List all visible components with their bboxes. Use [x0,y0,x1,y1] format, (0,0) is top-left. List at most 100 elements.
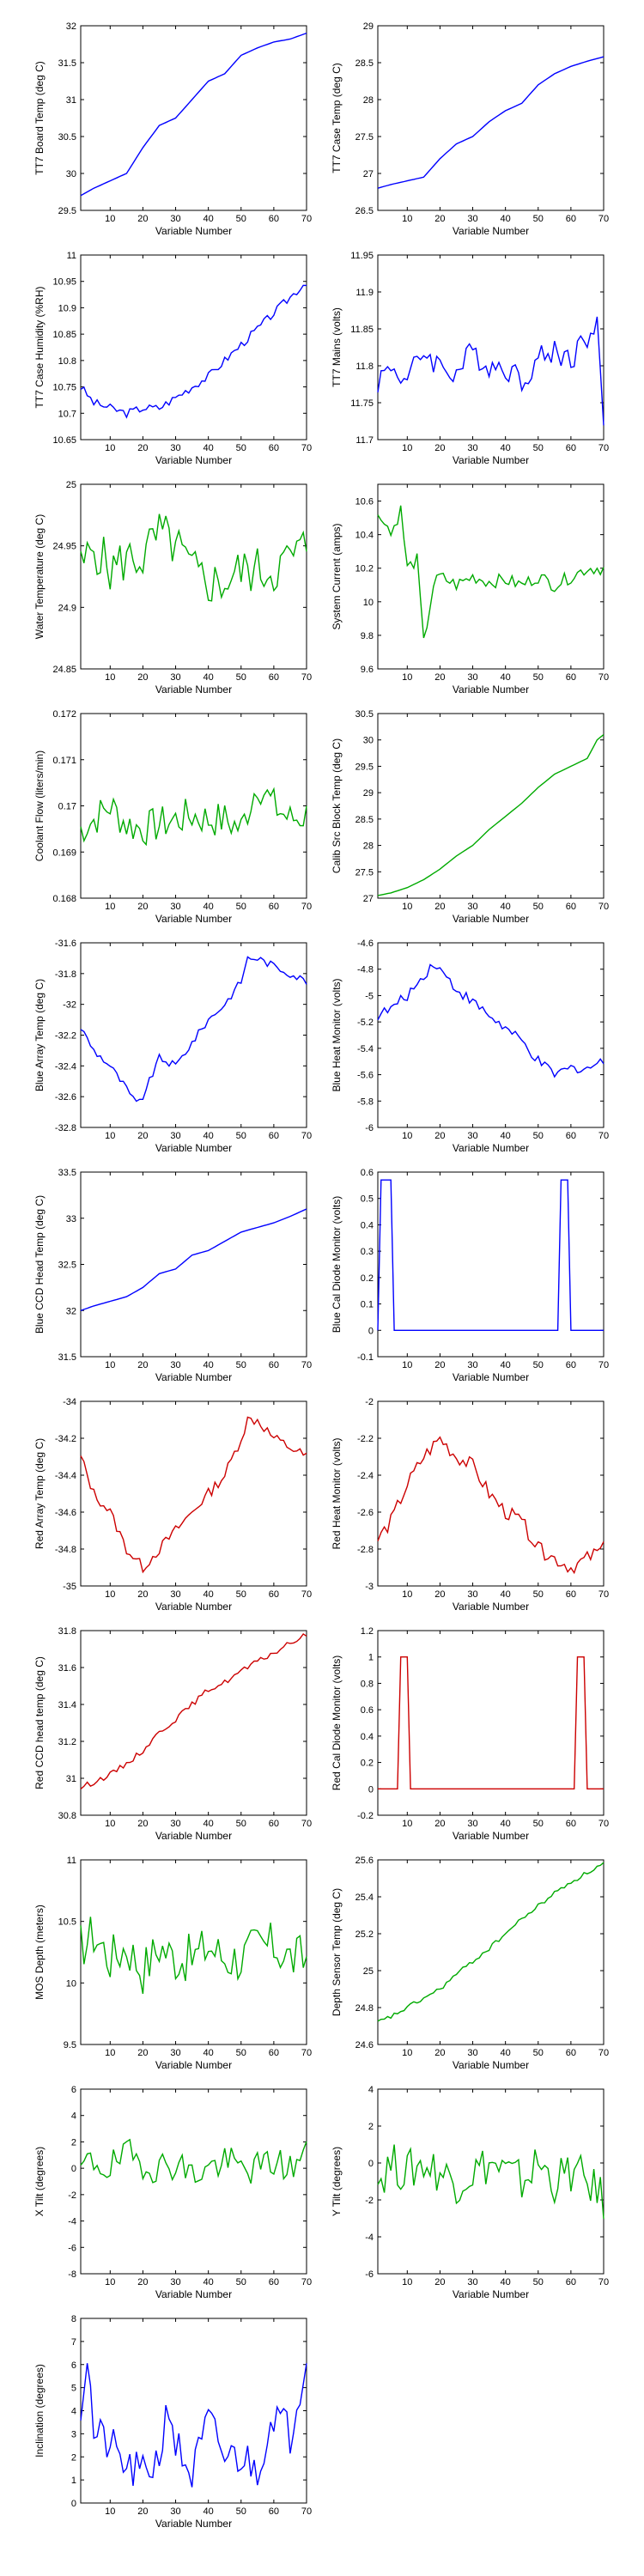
y-tick-label: 27 [363,894,374,904]
y-tick-label: 0 [71,2499,76,2509]
y-axis-label: TT7 Case Humidity (%RH) [33,286,46,408]
x-tick-label: 40 [204,672,214,683]
x-tick-label: 20 [434,1360,445,1370]
chart-panel-6: 10 20 30 40 50 60 70 9.6 9.8 10 10.2 10.4 10.6 Variab… [331,483,609,696]
x-axis-label: Variable Number [453,1830,529,1842]
x-tick-label: 60 [566,443,576,453]
x-tick-label: 10 [402,902,412,912]
x-tick-label: 70 [301,2506,312,2517]
x-tick-label: 20 [434,1589,445,1600]
y-tick-label: 10.65 [52,435,76,446]
y-tick-label: -2.8 [357,1545,374,1555]
y-axis-label: Blue Cal Diode Monitor (volts) [331,1196,343,1333]
y-tick-label: -4.6 [357,939,374,949]
x-tick-label: 50 [236,672,246,683]
x-tick-label: 40 [501,1131,511,1141]
y-tick-label: 1 [368,1653,374,1663]
y-tick-label: 0 [368,1326,374,1336]
chart-panel-16: 10 20 30 40 50 60 70 -0.2 0 0.2 0.4 0.6 0.8 1 1.2 Varia… [331,1626,609,1842]
y-tick-label: 27.5 [355,867,374,878]
y-tick-label: -32.4 [55,1061,76,1072]
x-tick-label: 20 [137,2506,148,2517]
x-tick-label: 10 [105,214,115,224]
series-line [377,1862,605,2022]
x-axis-label: Variable Number [453,1371,529,1383]
y-axis-label: TT7 Case Temp (deg C) [331,63,343,173]
x-tick-label: 40 [204,1360,214,1370]
x-axis-label: Variable Number [155,2518,232,2530]
x-tick-label: 60 [269,672,279,683]
x-tick-label: 10 [105,1589,115,1600]
y-tick-label: -2.2 [357,1434,374,1444]
x-tick-label: 70 [301,443,312,453]
x-tick-label: 20 [434,1131,445,1141]
y-tick-label: -2 [365,2196,374,2206]
y-tick-label: -35 [63,1582,76,1592]
y-tick-label: 0.4 [361,1220,374,1230]
x-tick-label: 10 [402,1819,412,1829]
plot-frame [80,254,307,440]
y-tick-label: 31.5 [58,1352,76,1363]
y-tick-label: 4 [368,2085,374,2095]
x-tick-label: 70 [301,1131,312,1141]
x-tick-label: 40 [204,443,214,453]
y-tick-label: 30.8 [58,1811,76,1821]
y-tick-label: 27.5 [355,132,374,143]
y-tick-label: -4 [68,2217,76,2227]
y-tick-label: 11.8 [355,361,374,372]
x-tick-label: 50 [236,443,246,453]
y-tick-label: 32 [66,1306,76,1316]
plot-frame [80,1630,307,1816]
y-tick-label: 10.4 [355,531,374,541]
y-tick-label: 31 [66,1774,76,1784]
chart-panel-17: 10 20 30 40 50 60 70 9.5 10 10.5 11 Variable Number… [33,1856,312,2071]
y-tick-label: 10.2 [355,564,374,574]
y-tick-label: 10.95 [52,277,76,288]
y-tick-label: 1.2 [361,1626,374,1637]
x-tick-label: 20 [137,2048,148,2058]
plot-frame [377,1630,605,1816]
y-tick-label: 10.5 [58,1917,76,1928]
series-line [377,734,605,896]
x-tick-label: 40 [501,672,511,683]
y-tick-label: 0.8 [361,1679,374,1689]
y-tick-label: 9.8 [361,631,374,641]
y-tick-label: 6 [71,2085,76,2095]
x-tick-label: 10 [402,2277,412,2287]
series-line [80,1416,307,1574]
y-tick-label: 25 [363,1966,374,1977]
plot-frame [377,1859,605,2045]
x-tick-label: 70 [598,1819,609,1829]
y-tick-label: 24.95 [52,542,76,552]
y-tick-label: 10.7 [58,409,76,419]
plot-frame [80,483,307,670]
chart-panel-15: 10 20 30 40 50 60 70 30.8 31 31.2 31.4 31.6 31.8 Vari… [33,1626,312,1842]
x-tick-label: 60 [566,1131,576,1141]
y-tick-label: 6 [71,2360,76,2371]
x-tick-label: 60 [566,2048,576,2058]
chart-panel-3: 10 20 30 40 50 60 70 10.65 10.7 10.75 10.8 10.85 10.… [33,251,312,466]
y-tick-label: -34.4 [55,1471,76,1481]
y-tick-label: -6 [365,2269,374,2280]
x-tick-label: 30 [467,2277,477,2287]
chart-panel-4: 10 20 30 40 50 60 70 11.7 11.75 11.8 11.85 11.9 11.9… [331,251,609,466]
y-tick-label: 24.9 [58,603,76,613]
x-tick-label: 50 [533,672,544,683]
x-tick-label: 60 [269,214,279,224]
x-tick-label: 30 [170,1819,180,1829]
x-tick-label: 40 [501,2048,511,2058]
y-tick-label: -6 [68,2243,76,2253]
series-line [377,1179,604,1331]
x-tick-label: 30 [467,672,477,683]
x-tick-label: 20 [434,443,445,453]
y-tick-label: 10.9 [58,303,76,313]
x-tick-label: 50 [236,1819,246,1829]
x-tick-label: 70 [301,2048,312,2058]
y-axis-label: TT7 Board Temp (deg C) [33,61,46,175]
x-tick-label: 40 [501,1589,511,1600]
x-tick-label: 50 [533,443,544,453]
x-tick-label: 60 [566,2277,576,2287]
y-tick-label: 0.172 [52,709,76,720]
y-tick-label: 31.2 [58,1737,76,1747]
x-tick-label: 70 [598,2048,609,2058]
